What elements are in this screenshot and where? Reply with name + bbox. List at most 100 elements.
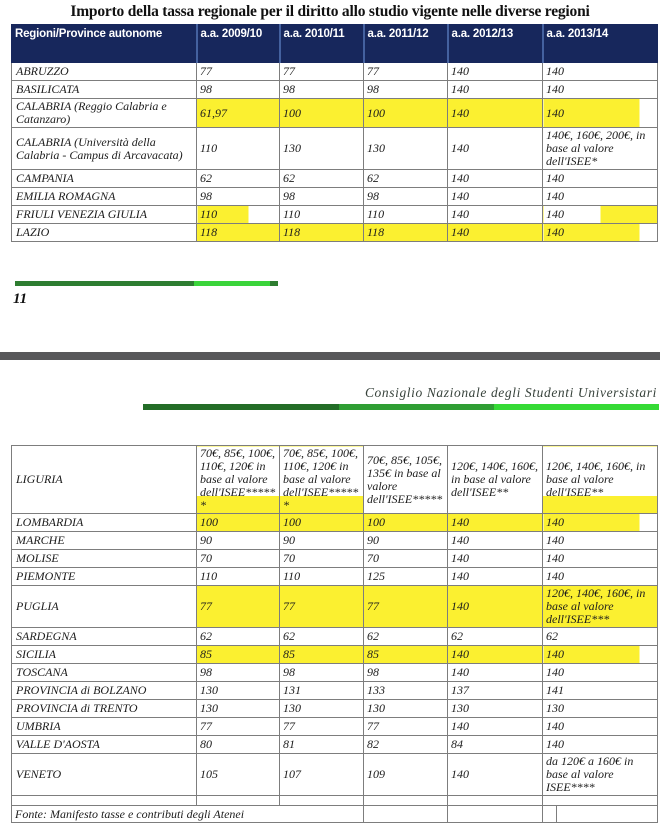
empty-row bbox=[11, 795, 658, 806]
table-row: LOMBARDIA 100 100 100 140 140 bbox=[11, 513, 658, 532]
value-cell: 77 bbox=[363, 717, 448, 736]
region-cell: CAMPANIA bbox=[11, 169, 197, 188]
value-cell: 77 bbox=[279, 585, 364, 628]
table-row: CALABRIA (Università della Calabria - Ca… bbox=[11, 127, 658, 170]
green-separator-bar-page2 bbox=[143, 404, 659, 410]
value-cell: 137 bbox=[447, 681, 543, 700]
value-cell: 140 bbox=[447, 98, 543, 128]
value-cell: 98 bbox=[279, 663, 364, 682]
value-cell: 140 bbox=[447, 62, 543, 81]
region-cell: PROVINCIA di BOLZANO bbox=[11, 681, 197, 700]
header-aa-2012-13: a.a. 2012/13 bbox=[446, 24, 543, 63]
value-cell: 140 bbox=[447, 169, 543, 188]
region-cell: CALABRIA (Reggio Calabria e Catanzaro) bbox=[11, 98, 197, 128]
value-cell: 70 bbox=[363, 549, 448, 568]
document-title: Importo della tassa regionale per il dir… bbox=[70, 3, 590, 20]
value-cell: 62 bbox=[196, 627, 280, 646]
value-cell: 77 bbox=[279, 717, 364, 736]
value-cell: 130 bbox=[279, 127, 364, 170]
value-cell: 98 bbox=[196, 663, 280, 682]
header-regioni: Regioni/Province autonome bbox=[11, 24, 197, 63]
value-cell: 98 bbox=[363, 80, 448, 99]
value-cell: 140 bbox=[542, 663, 658, 682]
value-cell: 140 bbox=[447, 753, 543, 796]
value-cell: 70€, 85€, 105€, 135€ in base al valore d… bbox=[363, 445, 448, 514]
value-cell: 110 bbox=[279, 205, 364, 224]
region-cell: UMBRIA bbox=[11, 717, 197, 736]
value-cell: 84 bbox=[447, 735, 543, 754]
value-cell: 70 bbox=[279, 549, 364, 568]
tax-table-page2: LIGURIA 70€, 85€, 100€, 110€, 120€ in bas… bbox=[11, 445, 658, 823]
table-row: PROVINCIA di TRENTO 130 130 130 130 130 bbox=[11, 699, 658, 718]
value-cell: 70€, 85€, 100€, 110€, 120€ in base al va… bbox=[196, 445, 280, 514]
value-cell: 140 bbox=[542, 549, 658, 568]
tax-table-page1: Regioni/Province autonome a.a. 2009/10 a… bbox=[11, 24, 658, 242]
value-cell: 140 bbox=[542, 531, 658, 550]
value-cell: 62 bbox=[542, 627, 658, 646]
value-cell: 140 bbox=[542, 80, 658, 99]
value-cell: 141 bbox=[542, 681, 658, 700]
value-cell: 62 bbox=[279, 169, 364, 188]
value-cell: 140 bbox=[542, 717, 658, 736]
value-cell: 110 bbox=[196, 127, 280, 170]
value-cell: 62 bbox=[279, 627, 364, 646]
header-aa-2011-12: a.a. 2011/12 bbox=[362, 24, 448, 63]
table-row: PUGLIA 77 77 77 140 120€, 140€, 160€, in base… bbox=[11, 585, 658, 628]
value-cell: 109 bbox=[363, 753, 448, 796]
value-cell: 62 bbox=[363, 627, 448, 646]
value-cell: 62 bbox=[196, 169, 280, 188]
value-cell: 110 bbox=[196, 205, 280, 224]
value-cell: 77 bbox=[196, 585, 280, 628]
table-row: SARDEGNA 62 62 62 62 62 bbox=[11, 627, 658, 646]
value-cell: 140 bbox=[447, 585, 543, 628]
table-row: CAMPANIA 62 62 62 140 140 bbox=[11, 169, 658, 188]
value-cell: 77 bbox=[363, 62, 448, 81]
value-cell: 140 bbox=[447, 223, 543, 242]
value-cell: 140 bbox=[447, 645, 543, 664]
value-cell: 90 bbox=[363, 531, 448, 550]
value-cell: 120€, 140€, 160€, in base al valore dell… bbox=[542, 585, 658, 628]
value-cell: 62 bbox=[363, 169, 448, 188]
value-cell: 130 bbox=[363, 127, 448, 170]
value-cell: 110 bbox=[196, 567, 280, 586]
value-cell: 131 bbox=[279, 681, 364, 700]
value-cell: 77 bbox=[196, 62, 280, 81]
value-cell: 140 bbox=[447, 663, 543, 682]
value-cell: 140 bbox=[447, 567, 543, 586]
region-cell: LOMBARDIA bbox=[11, 513, 197, 532]
value-cell: 140 bbox=[447, 205, 543, 224]
value-cell: 133 bbox=[363, 681, 448, 700]
region-cell: VALLE D'AOSTA bbox=[11, 735, 197, 754]
table-row: SICILIA 85 85 85 140 140 bbox=[11, 645, 658, 664]
table-row: ABRUZZO 77 77 77 140 140 bbox=[11, 62, 658, 81]
region-cell: ABRUZZO bbox=[11, 62, 197, 81]
region-cell: EMILIA ROMAGNA bbox=[11, 187, 197, 206]
table-row: LAZIO 118 118 118 140 140 bbox=[11, 223, 658, 242]
table-row: EMILIA ROMAGNA 98 98 98 140 140 bbox=[11, 187, 658, 206]
value-cell: 100 bbox=[196, 513, 280, 532]
value-cell: 130 bbox=[542, 699, 658, 718]
page-number: 11 bbox=[13, 291, 28, 307]
header-row: Regioni/Province autonome a.a. 2009/10 a… bbox=[11, 24, 658, 63]
value-cell: 90 bbox=[196, 531, 280, 550]
table-row: FRIULI VENEZIA GIULIA 110 110 110 140 140 bbox=[11, 205, 658, 224]
region-cell: CALABRIA (Università della Calabria - Ca… bbox=[11, 127, 197, 170]
region-cell: BASILICATA bbox=[11, 80, 197, 99]
value-cell: 100 bbox=[363, 98, 448, 128]
region-cell: MARCHE bbox=[11, 531, 197, 550]
value-cell: 110 bbox=[363, 205, 448, 224]
value-cell: 61,97 bbox=[196, 98, 280, 128]
value-cell: 140€, 160€, 200€, in base al valore dell… bbox=[542, 127, 658, 170]
value-cell: 140 bbox=[447, 80, 543, 99]
value-cell: 77 bbox=[363, 585, 448, 628]
value-cell: 140 bbox=[542, 169, 658, 188]
table-row: VALLE D'AOSTA 80 81 82 84 140 bbox=[11, 735, 658, 754]
value-cell: 118 bbox=[196, 223, 280, 242]
value-cell: 140 bbox=[447, 187, 543, 206]
value-cell: 140 bbox=[542, 98, 658, 128]
source-note: Fonte: Manifesto tasse e contributi degl… bbox=[11, 805, 364, 823]
page-break-divider bbox=[0, 352, 660, 360]
green-separator-bar-page1 bbox=[15, 281, 278, 286]
value-cell: 118 bbox=[363, 223, 448, 242]
value-cell: 98 bbox=[279, 187, 364, 206]
